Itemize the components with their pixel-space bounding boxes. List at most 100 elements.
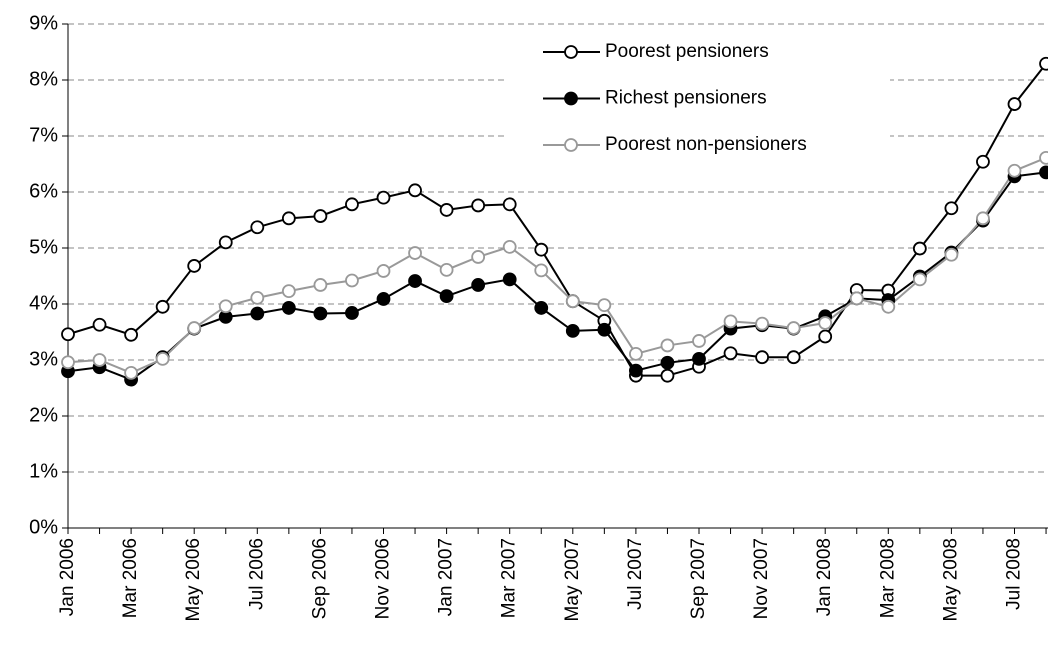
data-point xyxy=(786,350,801,365)
data-point xyxy=(912,272,927,287)
y-tick-label: 2% xyxy=(29,404,58,426)
y-tick-label: 5% xyxy=(29,236,58,258)
y-tick-label: 4% xyxy=(29,292,58,314)
legend-label: Poorest non-pensioners xyxy=(605,134,807,155)
data-point xyxy=(1039,165,1048,180)
data-point xyxy=(313,209,328,223)
legend-label: Poorest pensioners xyxy=(605,41,769,62)
data-point xyxy=(187,321,202,335)
data-point xyxy=(439,262,454,277)
data-point xyxy=(534,263,549,278)
x-tick-label: Sep 2006 xyxy=(309,538,330,619)
data-point xyxy=(565,323,580,338)
data-point xyxy=(944,201,959,216)
legend-marker xyxy=(564,138,578,152)
data-point xyxy=(471,250,486,264)
data-point xyxy=(124,365,139,380)
data-point xyxy=(61,355,75,370)
y-tick-label: 7% xyxy=(29,124,58,146)
data-point xyxy=(723,314,738,329)
data-point xyxy=(534,242,549,257)
y-tick-label: 1% xyxy=(29,460,58,482)
data-point xyxy=(439,203,454,217)
data-point xyxy=(502,197,517,212)
data-point xyxy=(376,292,391,306)
data-point xyxy=(629,363,643,378)
data-point xyxy=(629,346,643,361)
data-point xyxy=(218,235,233,250)
legend-label: Richest pensioners xyxy=(605,88,767,109)
x-tick-label: Mar 2008 xyxy=(877,538,898,618)
data-point xyxy=(471,198,486,213)
x-tick-label: Jan 2007 xyxy=(436,538,457,616)
x-tick-label: Jan 2008 xyxy=(814,538,835,616)
data-point xyxy=(818,316,833,330)
data-point xyxy=(408,274,422,288)
x-tick-label: Nov 2007 xyxy=(751,538,772,619)
data-point xyxy=(660,368,675,383)
data-point xyxy=(660,355,675,370)
y-tick-label: 6% xyxy=(29,180,58,202)
data-point xyxy=(944,247,959,262)
data-point xyxy=(187,259,202,273)
data-point xyxy=(1007,163,1022,178)
data-point xyxy=(818,329,833,344)
y-tick-label: 3% xyxy=(29,348,58,370)
data-point xyxy=(565,294,580,309)
data-point xyxy=(281,284,296,299)
data-point xyxy=(92,317,107,332)
data-point xyxy=(345,306,359,320)
data-point xyxy=(849,291,864,306)
x-tick-label: Jul 2007 xyxy=(625,538,646,610)
data-point xyxy=(61,327,75,342)
x-tick-label: Nov 2006 xyxy=(373,538,394,619)
x-tick-label: Mar 2006 xyxy=(120,538,141,618)
data-point xyxy=(755,316,769,331)
data-point xyxy=(692,334,706,348)
legend-marker xyxy=(564,91,578,106)
data-point xyxy=(976,211,990,226)
data-point xyxy=(786,321,801,335)
data-point xyxy=(912,241,927,256)
data-point xyxy=(218,299,233,314)
data-point xyxy=(660,338,675,353)
data-point xyxy=(439,289,454,304)
x-tick-label: Jan 2006 xyxy=(57,538,78,616)
data-point xyxy=(692,351,706,366)
y-tick-label: 9% xyxy=(29,12,58,34)
data-point xyxy=(250,220,265,235)
data-point xyxy=(313,306,328,321)
data-point xyxy=(502,272,517,287)
data-point xyxy=(1039,150,1048,165)
data-point xyxy=(250,306,265,321)
y-tick-label: 0% xyxy=(29,516,58,538)
legend-marker xyxy=(564,45,578,59)
x-tick-label: Jul 2008 xyxy=(1004,538,1025,610)
data-point xyxy=(345,273,359,288)
data-point xyxy=(376,190,391,205)
data-point xyxy=(597,322,612,337)
x-tick-label: May 2007 xyxy=(562,538,583,621)
data-point xyxy=(881,299,896,314)
data-point xyxy=(92,353,107,367)
x-tick-label: May 2008 xyxy=(940,538,961,621)
x-tick-label: Jul 2006 xyxy=(246,538,267,610)
data-point xyxy=(1039,56,1048,71)
data-point xyxy=(376,264,391,278)
data-point xyxy=(408,246,422,260)
x-tick-label: Sep 2007 xyxy=(688,538,709,619)
data-point xyxy=(755,350,769,365)
data-point xyxy=(1007,97,1022,111)
y-tick-label: 8% xyxy=(29,68,58,90)
data-point xyxy=(281,211,296,226)
data-point xyxy=(155,299,170,314)
data-point xyxy=(408,183,422,198)
data-point xyxy=(976,154,990,169)
data-point xyxy=(281,301,296,315)
data-point xyxy=(534,301,549,315)
data-point xyxy=(155,351,170,366)
data-point xyxy=(471,278,486,292)
x-tick-label: May 2006 xyxy=(183,538,204,621)
data-point xyxy=(313,278,328,292)
